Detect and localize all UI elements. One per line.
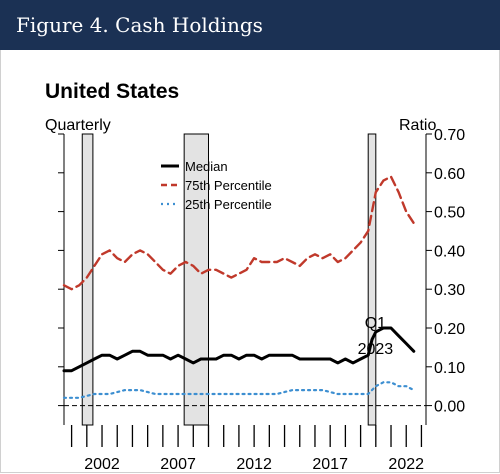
y-tick-label-5: 0.50 [434,205,465,222]
y-tick-label-7: 0.70 [434,127,465,144]
annotation-line-0: Q1 [365,315,386,332]
annotation-line-1: 2023 [358,341,394,358]
series-line-25th-percentile [62,381,415,399]
y-tick-label-2: 0.20 [434,321,465,338]
x-tick-label-1: 2007 [160,456,196,472]
y-axis-label: Ratio [399,117,436,134]
x-tick-label-4: 2022 [388,456,424,472]
y-tick-label-4: 0.40 [434,243,465,260]
cash-holdings-chart: United States Quarterly Ratio 0.00 0.10 0.20 0… [45,80,465,472]
chart-title: United States [45,80,179,103]
y-tick-label-1: 0.10 [434,360,465,377]
figure-banner: Figure 4. Cash Holdings [0,0,500,50]
series-line-median [62,326,416,373]
legend-label-1: 75th Percentile [185,178,272,193]
chart-frame: United States Quarterly Ratio 0.00 0.10 0.20 0… [0,50,500,473]
figure-title: Figure 4. Cash Holdings [16,13,263,37]
recession-band-2 [367,133,377,426]
x-tick-label-0: 2002 [84,456,120,472]
legend-label-2: 25th Percentile [185,197,272,212]
y-tick-label-0: 0.00 [434,399,465,416]
x-tick-label-2: 2012 [236,456,272,472]
series-line-75th-percentile [62,175,415,291]
y-tick-label-6: 0.60 [434,166,465,183]
x-period-label: Quarterly [45,117,111,134]
legend-label-0: Median [185,159,228,174]
x-tick-label-3: 2017 [312,456,348,472]
recession-band-1 [183,133,209,426]
recession-band-0 [81,133,94,426]
y-tick-label-3: 0.30 [434,282,465,299]
